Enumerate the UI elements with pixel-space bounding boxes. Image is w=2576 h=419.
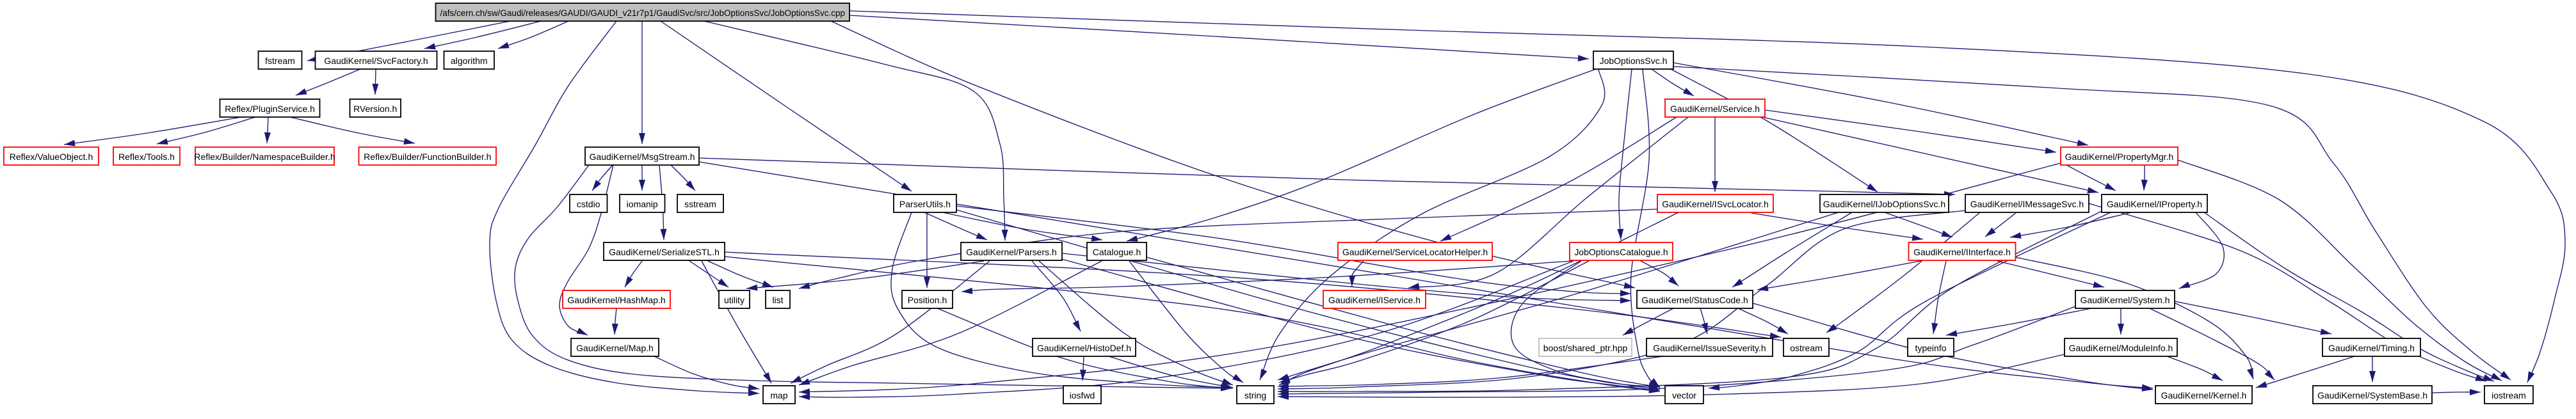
- svg-text:GaudiKernel/IInterface.h: GaudiKernel/IInterface.h: [1913, 247, 2011, 257]
- svg-text:Reflex/Tools.h: Reflex/Tools.h: [118, 152, 175, 162]
- svg-text:map: map: [770, 390, 787, 400]
- svg-text:GaudiKernel/ModuleInfo.h: GaudiKernel/ModuleInfo.h: [2069, 343, 2173, 353]
- svg-text:JobOptionsCatalogue.h: JobOptionsCatalogue.h: [1574, 247, 1668, 257]
- svg-text:Reflex/PluginService.h: Reflex/PluginService.h: [225, 104, 315, 114]
- svg-text:iostream: iostream: [2491, 390, 2526, 400]
- svg-text:string: string: [1244, 390, 1266, 400]
- svg-text:list: list: [772, 295, 783, 305]
- svg-text:ostream: ostream: [1790, 343, 1823, 353]
- svg-text:GaudiKernel/IMessageSvc.h: GaudiKernel/IMessageSvc.h: [1970, 199, 2084, 209]
- svg-text:GaudiKernel/HashMap.h: GaudiKernel/HashMap.h: [567, 295, 665, 305]
- svg-text:boost/shared_ptr.hpp: boost/shared_ptr.hpp: [1543, 343, 1628, 353]
- svg-text:GaudiKernel/MsgStream.h: GaudiKernel/MsgStream.h: [590, 152, 695, 162]
- svg-text:vector: vector: [1672, 390, 1696, 400]
- svg-text:GaudiKernel/Timing.h: GaudiKernel/Timing.h: [2328, 343, 2415, 353]
- svg-text:GaudiKernel/SerializeSTL.h: GaudiKernel/SerializeSTL.h: [609, 247, 720, 257]
- svg-text:GaudiKernel/System.h: GaudiKernel/System.h: [2080, 295, 2169, 305]
- svg-text:typeinfo: typeinfo: [1915, 343, 1946, 353]
- svg-text:/afs/cern.ch/sw/Gaudi/releases: /afs/cern.ch/sw/Gaudi/releases/GAUDI/GAU…: [440, 8, 846, 18]
- svg-text:iomanip: iomanip: [627, 199, 658, 209]
- svg-text:JobOptionsSvc.h: JobOptionsSvc.h: [1600, 56, 1668, 66]
- svg-text:GaudiKernel/ISvcLocator.h: GaudiKernel/ISvcLocator.h: [1662, 199, 1769, 209]
- svg-text:GaudiKernel/SystemBase.h: GaudiKernel/SystemBase.h: [2317, 390, 2427, 400]
- svg-text:Reflex/ValueObject.h: Reflex/ValueObject.h: [10, 152, 93, 162]
- svg-text:GaudiKernel/IJobOptionsSvc.h: GaudiKernel/IJobOptionsSvc.h: [1823, 199, 1945, 209]
- svg-text:GaudiKernel/Map.h: GaudiKernel/Map.h: [576, 343, 654, 353]
- svg-text:GaudiKernel/PropertyMgr.h: GaudiKernel/PropertyMgr.h: [2065, 152, 2174, 162]
- svg-text:GaudiKernel/Parsers.h: GaudiKernel/Parsers.h: [966, 247, 1057, 257]
- svg-text:GaudiKernel/Kernel.h: GaudiKernel/Kernel.h: [2161, 390, 2247, 400]
- svg-text:GaudiKernel/IssueSeverity.h: GaudiKernel/IssueSeverity.h: [1653, 343, 1766, 353]
- svg-text:iosfwd: iosfwd: [1070, 390, 1095, 400]
- svg-text:GaudiKernel/IService.h: GaudiKernel/IService.h: [1328, 295, 1421, 305]
- svg-text:algorithm: algorithm: [451, 56, 488, 66]
- svg-text:GaudiKernel/SvcFactory.h: GaudiKernel/SvcFactory.h: [324, 56, 428, 66]
- svg-text:sstream: sstream: [684, 199, 716, 209]
- svg-text:GaudiKernel/Service.h: GaudiKernel/Service.h: [1670, 104, 1760, 114]
- svg-text:Position.h: Position.h: [908, 295, 947, 305]
- svg-text:fstream: fstream: [265, 56, 295, 66]
- svg-text:cstdio: cstdio: [577, 199, 600, 209]
- svg-text:GaudiKernel/HistoDef.h: GaudiKernel/HistoDef.h: [1037, 343, 1131, 353]
- svg-text:Reflex/Builder/NamespaceBuilde: Reflex/Builder/NamespaceBuilder.h: [194, 152, 335, 162]
- svg-text:utility: utility: [724, 295, 745, 305]
- svg-text:Reflex/Builder/FunctionBuilder: Reflex/Builder/FunctionBuilder.h: [364, 152, 491, 162]
- svg-text:Catalogue.h: Catalogue.h: [1093, 247, 1141, 257]
- svg-text:ParserUtils.h: ParserUtils.h: [899, 199, 951, 209]
- svg-text:GaudiKernel/ServiceLocatorHelp: GaudiKernel/ServiceLocatorHelper.h: [1342, 247, 1488, 257]
- svg-text:GaudiKernel/StatusCode.h: GaudiKernel/StatusCode.h: [1641, 295, 1748, 305]
- svg-text:RVersion.h: RVersion.h: [353, 104, 397, 114]
- svg-text:GaudiKernel/IProperty.h: GaudiKernel/IProperty.h: [2107, 199, 2202, 209]
